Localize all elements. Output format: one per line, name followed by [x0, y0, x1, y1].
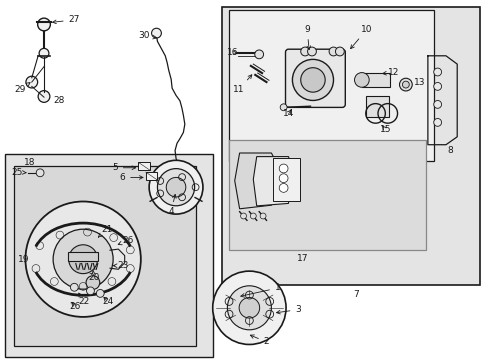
Text: 12: 12 — [382, 68, 399, 77]
Bar — [228, 10, 433, 161]
Text: 26: 26 — [118, 236, 134, 245]
Circle shape — [212, 271, 285, 345]
Text: 23: 23 — [113, 261, 129, 270]
Bar — [5, 154, 212, 357]
Text: 8: 8 — [446, 146, 452, 155]
Text: 26: 26 — [69, 302, 81, 311]
Circle shape — [38, 18, 50, 31]
Circle shape — [227, 286, 271, 330]
Circle shape — [300, 47, 309, 56]
Circle shape — [254, 50, 263, 59]
Circle shape — [280, 104, 286, 111]
Text: 20: 20 — [88, 270, 100, 282]
Bar — [361, 73, 389, 87]
Bar — [222, 7, 479, 285]
Bar — [68, 252, 98, 261]
Circle shape — [433, 82, 441, 90]
Text: 15: 15 — [379, 125, 390, 134]
Text: 19: 19 — [18, 255, 29, 264]
Text: 2: 2 — [250, 335, 269, 346]
Circle shape — [399, 78, 411, 91]
Text: 10: 10 — [350, 25, 372, 49]
Text: 1: 1 — [240, 284, 280, 297]
Circle shape — [239, 297, 259, 318]
Bar — [138, 162, 150, 170]
Text: 28: 28 — [53, 96, 64, 105]
Text: 22: 22 — [78, 293, 90, 306]
Text: 3: 3 — [276, 305, 301, 314]
Polygon shape — [253, 157, 290, 206]
Text: 25: 25 — [11, 167, 26, 176]
Circle shape — [279, 164, 287, 173]
Circle shape — [354, 73, 368, 87]
Circle shape — [433, 118, 441, 126]
FancyBboxPatch shape — [285, 49, 345, 107]
Circle shape — [70, 283, 78, 291]
Bar — [145, 172, 157, 180]
Circle shape — [300, 68, 325, 92]
Text: 29: 29 — [15, 82, 30, 94]
Text: 30: 30 — [138, 31, 156, 40]
Circle shape — [166, 177, 185, 197]
Circle shape — [260, 213, 265, 219]
Circle shape — [38, 91, 50, 102]
Circle shape — [279, 174, 287, 183]
Circle shape — [86, 287, 94, 295]
Circle shape — [307, 47, 316, 56]
Text: 6: 6 — [119, 173, 142, 182]
Text: 9: 9 — [304, 25, 310, 50]
Circle shape — [328, 47, 337, 56]
Text: 5: 5 — [112, 163, 135, 172]
Bar — [228, 140, 426, 250]
Circle shape — [335, 47, 344, 56]
Circle shape — [36, 169, 44, 177]
Text: 16: 16 — [226, 48, 238, 57]
Circle shape — [69, 245, 98, 274]
Circle shape — [149, 160, 203, 214]
Circle shape — [279, 184, 287, 192]
Circle shape — [250, 213, 256, 219]
Polygon shape — [234, 153, 276, 209]
Circle shape — [433, 68, 441, 76]
Text: 27: 27 — [53, 15, 80, 24]
Circle shape — [433, 100, 441, 108]
Text: 18: 18 — [23, 158, 35, 167]
Bar — [14, 166, 195, 346]
Bar — [365, 96, 388, 117]
Text: 7: 7 — [352, 290, 358, 299]
Circle shape — [402, 81, 408, 88]
Circle shape — [26, 76, 38, 88]
Circle shape — [86, 276, 100, 289]
Text: 14: 14 — [282, 109, 294, 118]
Text: 21: 21 — [98, 225, 112, 237]
Text: 4: 4 — [168, 194, 176, 216]
Circle shape — [292, 59, 333, 100]
Circle shape — [157, 168, 194, 206]
Circle shape — [96, 289, 104, 297]
Text: 24: 24 — [102, 297, 113, 306]
Circle shape — [240, 213, 246, 219]
Bar — [272, 158, 299, 201]
Text: 13: 13 — [413, 77, 425, 86]
Text: 11: 11 — [233, 75, 251, 94]
Circle shape — [25, 202, 141, 317]
Text: 17: 17 — [297, 254, 308, 263]
Circle shape — [151, 28, 161, 38]
Circle shape — [53, 229, 113, 289]
Circle shape — [39, 48, 49, 58]
